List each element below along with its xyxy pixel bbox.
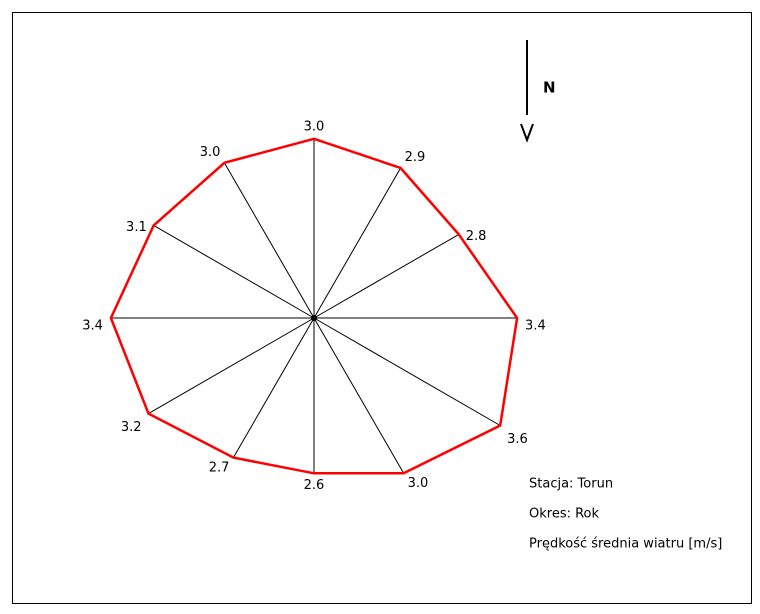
value-label: 2.8 [466, 229, 487, 244]
spoke [223, 162, 315, 319]
annotation: Okres: Rok [529, 507, 600, 522]
value-label: 2.7 [209, 461, 230, 476]
spoke [232, 317, 315, 458]
north-label: N [543, 79, 556, 97]
annotation: Stacja: Torun [529, 477, 613, 492]
spoke [313, 167, 402, 319]
center-dot [311, 315, 317, 321]
value-label: 3.1 [126, 220, 147, 235]
value-label: 2.9 [405, 150, 426, 165]
value-label: 3.4 [525, 319, 546, 334]
spoke [313, 233, 460, 319]
value-label: 3.6 [507, 432, 528, 447]
spoke [148, 317, 315, 414]
value-label: 3.2 [121, 420, 142, 435]
value-label: 2.6 [304, 478, 325, 493]
value-label: 3.0 [408, 476, 429, 491]
annotation: Prędkość średnia wiatru [m/s] [529, 537, 722, 552]
value-label: 3.0 [200, 145, 221, 160]
value-label: 3.4 [82, 319, 103, 334]
spoke [313, 317, 405, 474]
spoke [153, 224, 315, 319]
frame [12, 12, 752, 604]
spoke [313, 317, 501, 426]
north-arrow-head [520, 123, 534, 143]
value-label: 3.0 [304, 119, 325, 134]
radar-line [109, 137, 519, 475]
